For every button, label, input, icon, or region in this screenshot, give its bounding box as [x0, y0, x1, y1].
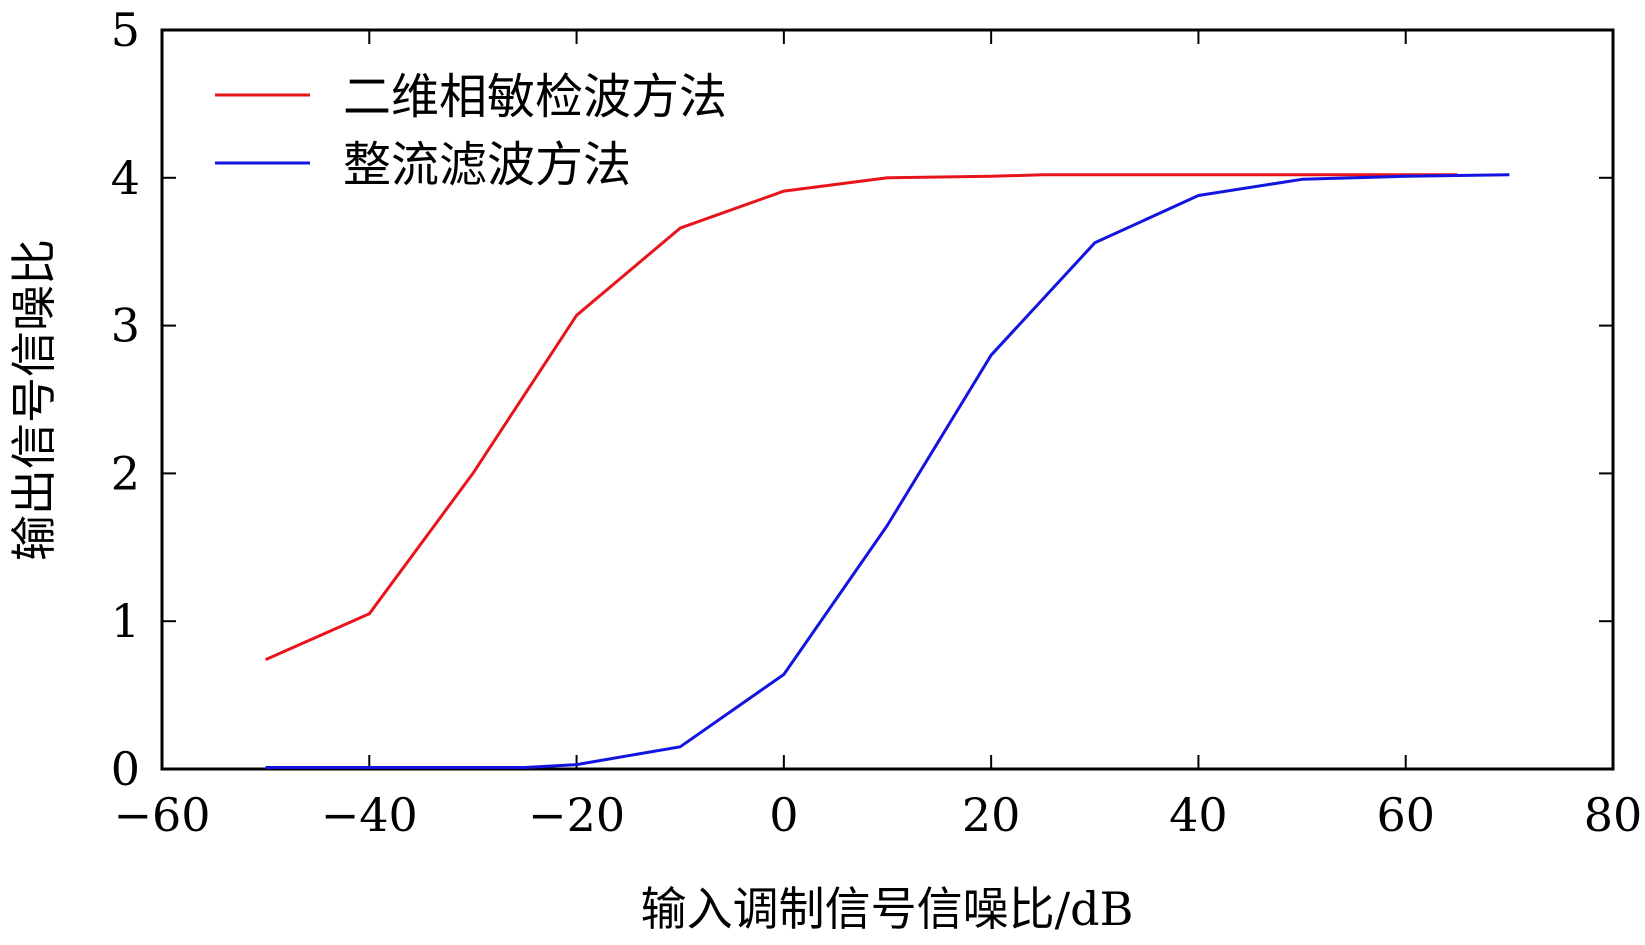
- y-tick-label-2: 2: [111, 446, 140, 500]
- legend-label-series-2: 整流滤波方法: [343, 137, 631, 193]
- y-tick-label-0: 0: [111, 742, 140, 796]
- y-tick-label-1: 1: [111, 594, 140, 648]
- series-lines: [264, 173, 1510, 769]
- x-tick-label-3: 0: [769, 788, 798, 842]
- x-tick-label-7: 80: [1584, 788, 1643, 842]
- x-tick-label-2: −20: [528, 788, 625, 842]
- series-line-2: [265, 173, 1510, 769]
- y-axis-title: 输出信号信噪比: [7, 239, 61, 561]
- series-line-1: [264, 173, 1458, 661]
- x-tick-label-5: 40: [1169, 788, 1228, 842]
- y-tick-label-4: 4: [111, 151, 140, 205]
- x-axis-title: 输入调制信号信噪比/dB: [641, 882, 1134, 936]
- x-tick-label-4: 20: [962, 788, 1021, 842]
- x-tick-label-0: −60: [113, 788, 210, 842]
- x-tick-label-1: −40: [321, 788, 418, 842]
- x-tick-label-6: 60: [1376, 788, 1435, 842]
- y-tick-label-5: 5: [111, 3, 140, 57]
- legend: 二维相敏检波方法 整流滤波方法: [215, 69, 727, 193]
- y-tick-label-3: 3: [111, 299, 140, 353]
- plot-frame: [160, 28, 1615, 771]
- axis-ticks: [161, 29, 1614, 770]
- legend-label-series-1: 二维相敏检波方法: [343, 69, 727, 125]
- axis-tick-labels: −60 −40 −20 0 20 40 60 80 0 1 2 3 4 5: [111, 3, 1643, 842]
